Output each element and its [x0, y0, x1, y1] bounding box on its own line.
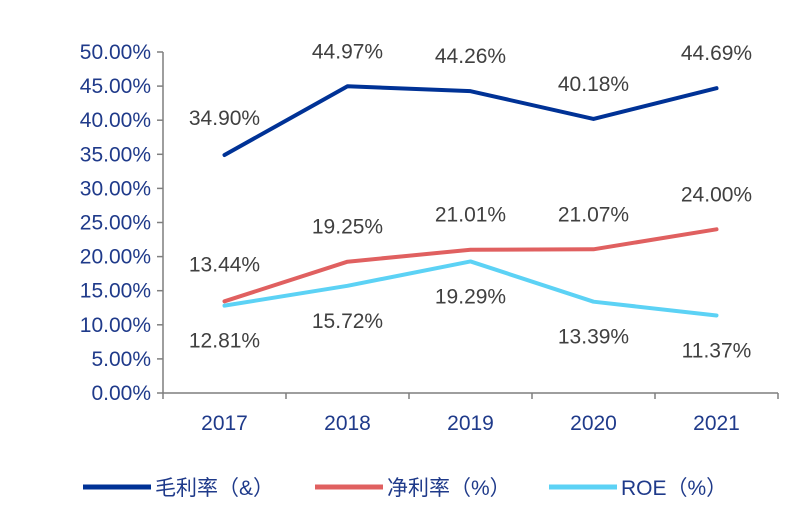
y-tick-label: 30.00% [80, 177, 151, 200]
y-tick-label: 5.00% [91, 348, 151, 371]
series-line-1 [222, 84, 719, 157]
series-line-3 [222, 259, 719, 318]
legend: 毛利率（&） 净利率（%） ROE（%） [83, 477, 727, 500]
x-axis: 2017 2018 2019 2020 2021 [162, 392, 779, 435]
data-label-series-3: 13.39% [558, 326, 629, 349]
data-label-series-3: 12.81% [189, 330, 260, 353]
x-tick-label: 2018 [324, 412, 371, 435]
data-label-series-2: 21.07% [558, 203, 629, 226]
y-tick-label: 0.00% [91, 382, 151, 405]
series-layer [222, 84, 719, 318]
legend-label-2: 净利率（%） [387, 477, 511, 500]
data-label-series-1: 44.97% [312, 40, 383, 63]
data-label-series-1: 44.69% [681, 42, 752, 65]
y-tick-label: 15.00% [80, 280, 151, 303]
y-tick-label: 45.00% [80, 75, 151, 98]
y-tick-label: 25.00% [80, 212, 151, 235]
y-tick-label: 10.00% [80, 314, 151, 337]
data-label-series-2: 19.25% [312, 216, 383, 239]
legend-label-1: 毛利率（&） [155, 477, 274, 500]
data-label-series-3: 11.37% [682, 339, 752, 362]
data-label-series-3: 19.29% [435, 285, 506, 308]
data-label-series-2: 13.44% [189, 253, 260, 276]
legend-label-3: ROE（%） [621, 477, 727, 500]
y-tick-label: 20.00% [80, 246, 151, 269]
x-tick-label: 2019 [447, 412, 494, 435]
data-label-series-1: 34.90% [189, 107, 260, 130]
y-tick-label: 50.00% [80, 41, 151, 64]
x-tick-label: 2020 [570, 412, 617, 435]
y-tick-label: 35.00% [80, 143, 151, 166]
y-axis: 0.00% 5.00% 10.00% 15.00% 20.00% 25.00% 30.00%… [80, 41, 164, 405]
x-tick-label: 2021 [693, 412, 740, 435]
data-label-series-1: 44.26% [435, 45, 506, 68]
data-label-series-2: 24.00% [681, 183, 752, 206]
data-label-series-3: 15.72% [312, 310, 383, 333]
series-line-2 [222, 227, 719, 304]
data-labels: 34.90% 44.97% 44.26% 40.18% 44.69% 13.44% 19.2… [189, 40, 752, 362]
data-label-series-2: 21.01% [435, 204, 506, 227]
x-tick-label: 2017 [201, 412, 248, 435]
y-tick-label: 40.00% [80, 109, 151, 132]
data-label-series-1: 40.18% [558, 73, 629, 96]
